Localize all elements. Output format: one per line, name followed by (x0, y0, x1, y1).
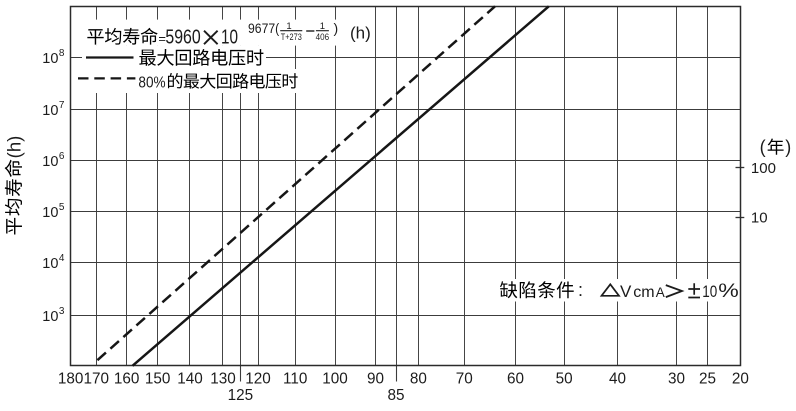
svg-text:5960: 5960 (165, 26, 200, 49)
svg-text:70: 70 (456, 371, 473, 388)
svg-text:5: 5 (59, 202, 65, 213)
svg-text:40: 40 (609, 371, 626, 388)
svg-text:100: 100 (751, 160, 776, 177)
svg-text:10: 10 (42, 309, 58, 325)
svg-text:): ) (785, 137, 791, 157)
svg-text:160: 160 (114, 371, 140, 388)
svg-text:%: % (718, 281, 739, 302)
svg-text:V: V (620, 282, 632, 301)
svg-text:406: 406 (316, 32, 330, 43)
svg-text:T+273: T+273 (281, 32, 302, 43)
svg-text:180: 180 (58, 371, 84, 388)
svg-text:10: 10 (42, 51, 58, 67)
svg-text:30: 30 (668, 371, 685, 388)
svg-text:170: 170 (84, 371, 110, 388)
svg-text:1: 1 (320, 21, 325, 32)
svg-text:110: 110 (283, 371, 307, 388)
svg-text:3: 3 (59, 306, 65, 317)
svg-text:140: 140 (177, 371, 203, 388)
svg-text:25: 25 (699, 371, 716, 388)
svg-text:10: 10 (42, 103, 58, 119)
svg-text:80%: 80% (138, 74, 165, 91)
svg-text:60: 60 (507, 371, 524, 388)
svg-text:10: 10 (42, 205, 58, 221)
svg-text:85: 85 (387, 387, 404, 404)
svg-text:10: 10 (751, 209, 768, 226)
svg-text:9677(: 9677( (248, 20, 279, 36)
svg-text:=: = (158, 31, 166, 46)
svg-text:6: 6 (59, 151, 65, 162)
svg-text:(h): (h) (350, 24, 371, 43)
svg-text:(h): (h) (4, 136, 25, 159)
svg-text:10: 10 (42, 256, 58, 272)
svg-text:4: 4 (59, 253, 65, 264)
svg-text:100: 100 (322, 371, 348, 388)
svg-text:20: 20 (732, 371, 749, 388)
svg-text:50: 50 (556, 371, 573, 388)
svg-text:10: 10 (42, 154, 58, 170)
svg-text:10: 10 (221, 26, 238, 49)
svg-text:130: 130 (210, 371, 236, 388)
svg-text:A: A (656, 285, 665, 300)
svg-text:90: 90 (367, 371, 384, 388)
svg-text:80: 80 (410, 371, 427, 388)
svg-text::: : (578, 280, 583, 300)
svg-text:8: 8 (59, 48, 65, 59)
svg-text:): ) (334, 20, 339, 36)
svg-text:7: 7 (59, 100, 65, 111)
svg-text:10: 10 (702, 282, 717, 301)
svg-text:(: ( (760, 137, 766, 157)
svg-text:1: 1 (286, 21, 291, 32)
svg-text:150: 150 (145, 371, 171, 388)
svg-text:120: 120 (245, 371, 271, 388)
svg-text:125: 125 (228, 387, 254, 404)
svg-text:cm: cm (633, 284, 654, 301)
